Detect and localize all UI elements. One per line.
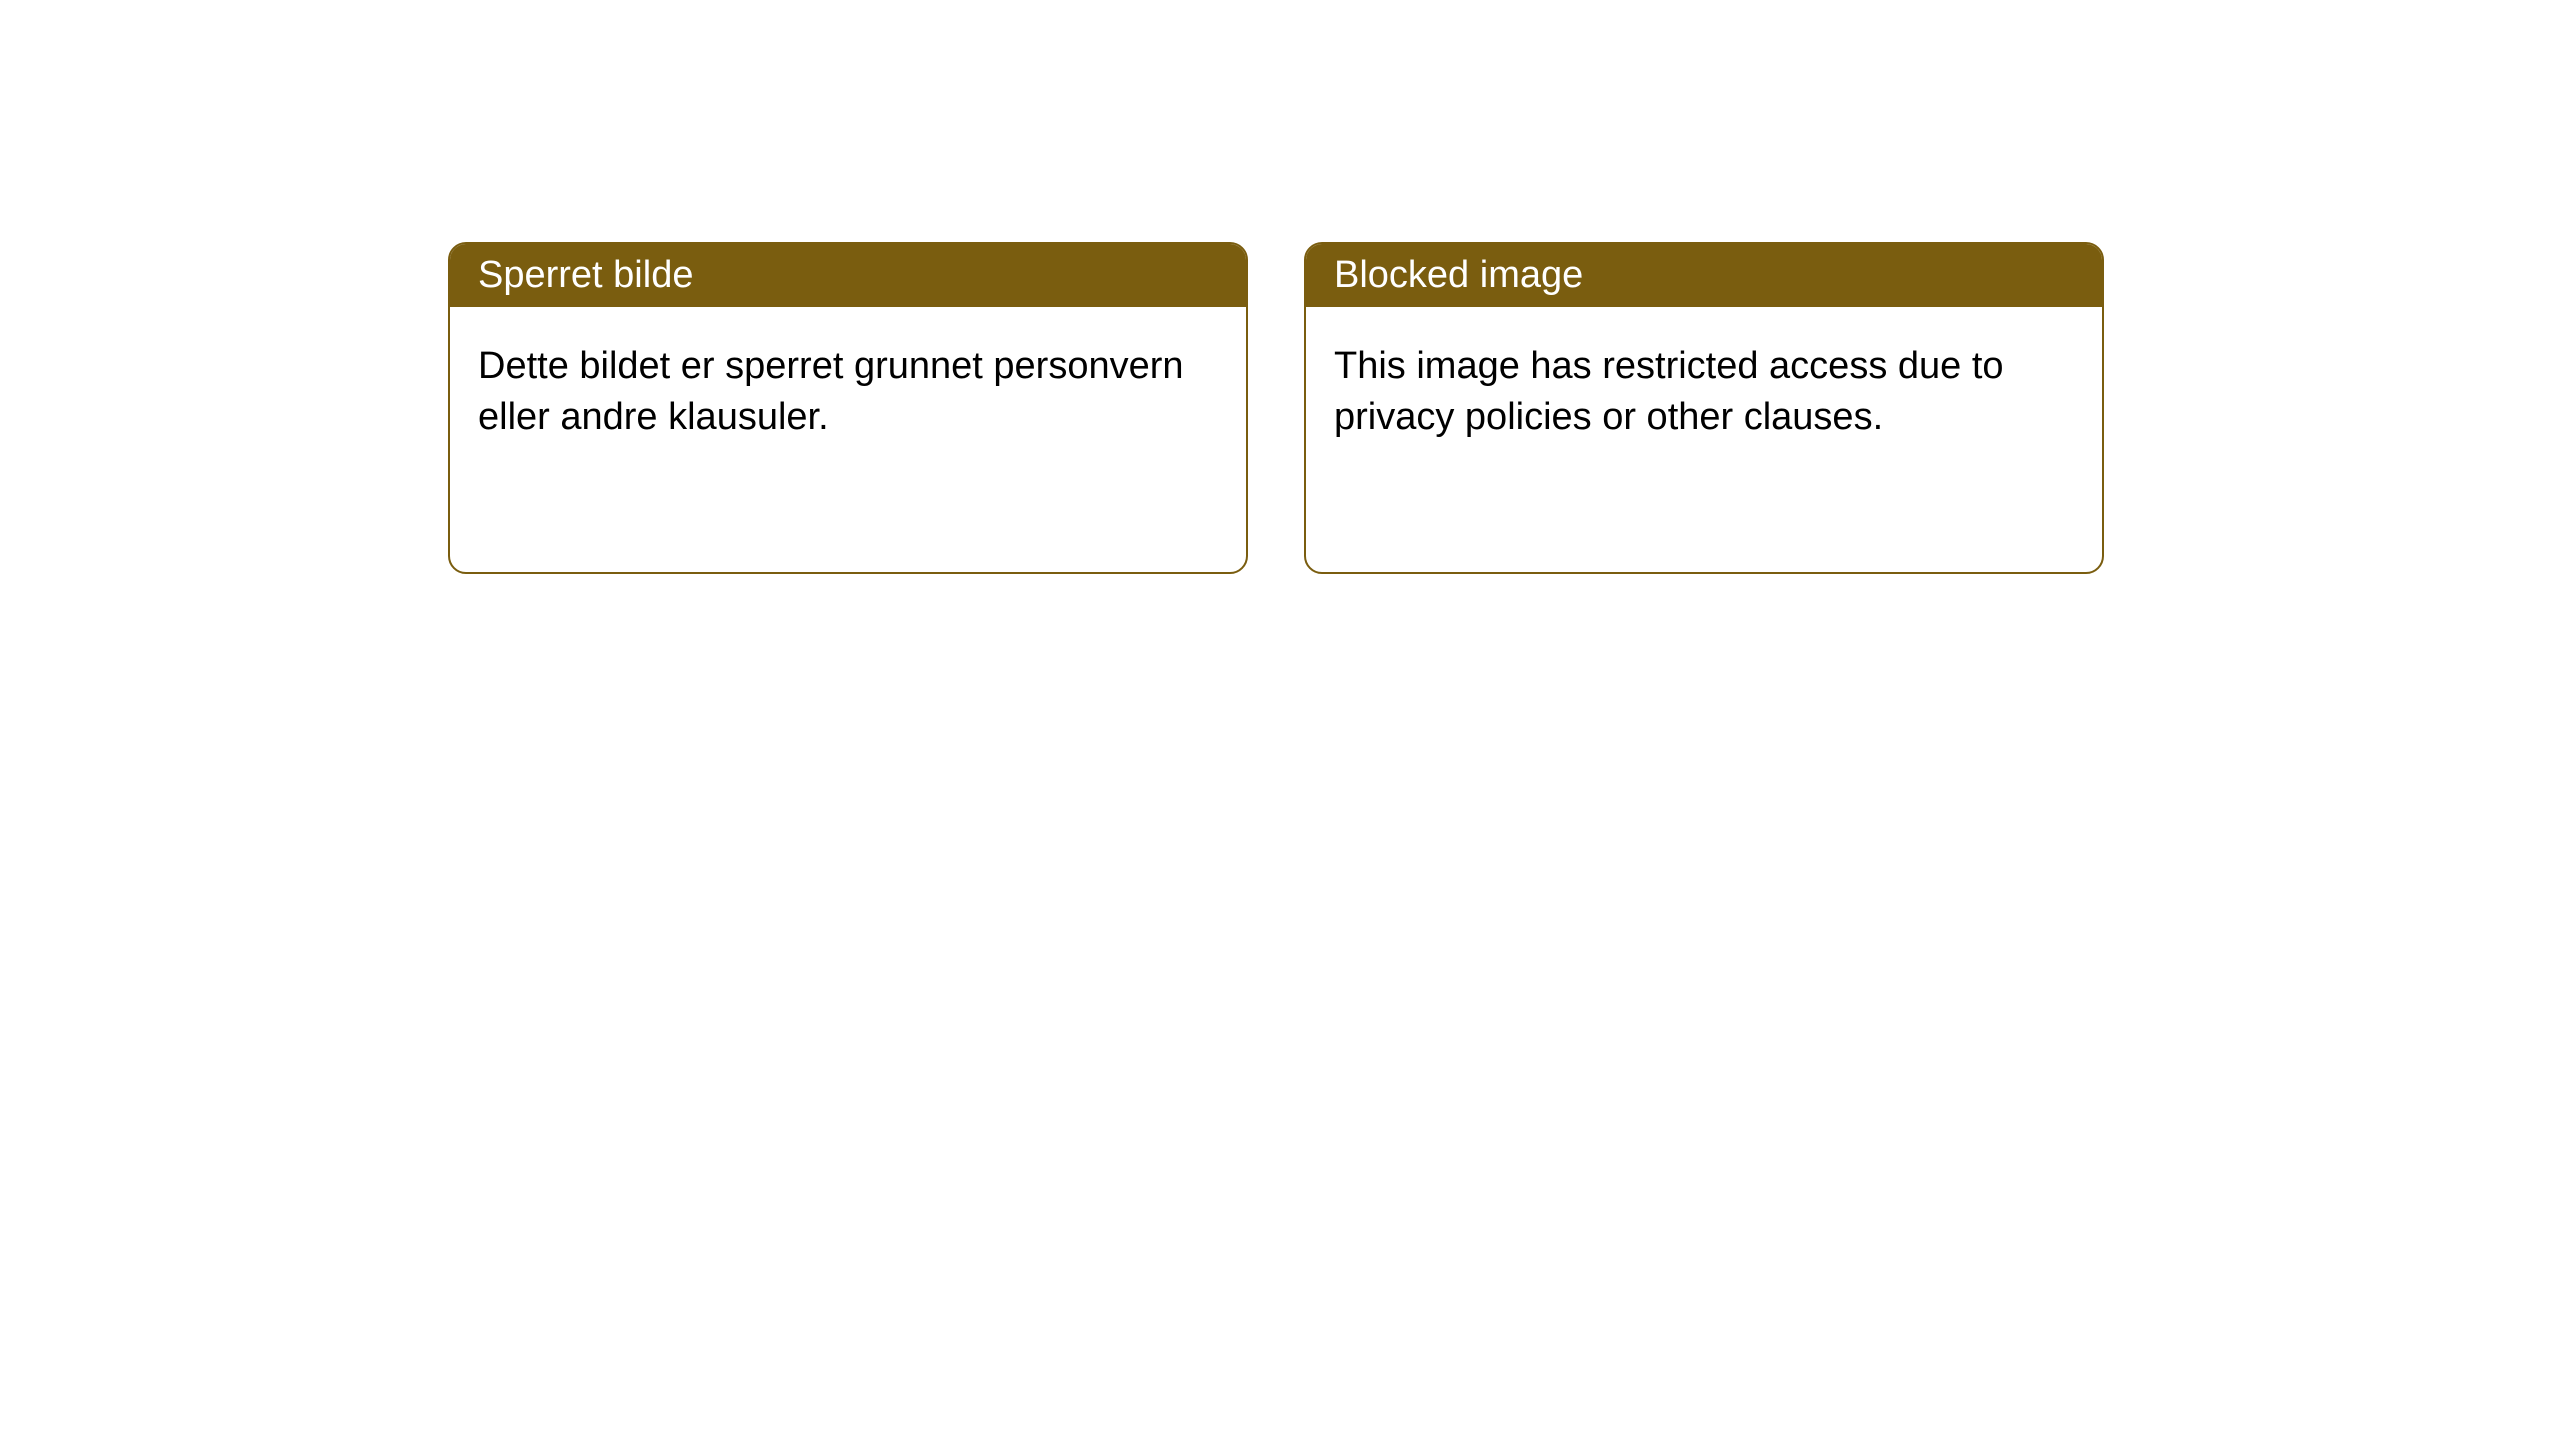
notice-container: Sperret bilde Dette bildet er sperret gr… xyxy=(0,0,2560,574)
notice-title: Blocked image xyxy=(1334,254,1583,296)
notice-body-text: Dette bildet er sperret grunnet personve… xyxy=(478,345,1184,438)
notice-header: Blocked image xyxy=(1306,244,2102,307)
notice-box-english: Blocked image This image has restricted … xyxy=(1304,242,2104,574)
notice-header: Sperret bilde xyxy=(450,244,1246,307)
notice-body-text: This image has restricted access due to … xyxy=(1334,345,2004,438)
notice-title: Sperret bilde xyxy=(478,254,693,296)
notice-box-norwegian: Sperret bilde Dette bildet er sperret gr… xyxy=(448,242,1248,574)
notice-body: This image has restricted access due to … xyxy=(1306,307,2102,478)
notice-body: Dette bildet er sperret grunnet personve… xyxy=(450,307,1246,478)
